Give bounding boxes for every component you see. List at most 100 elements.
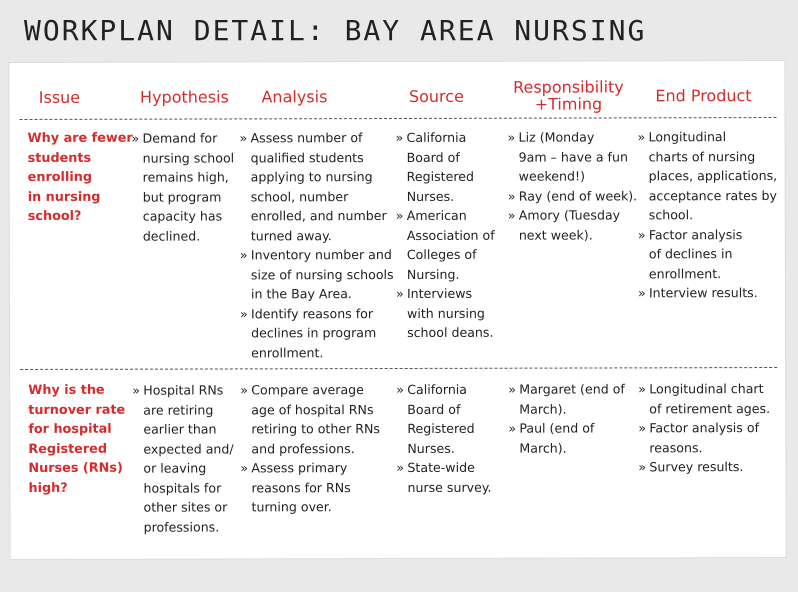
header-responsibility-line1: Responsibility (513, 77, 624, 97)
hypothesis-cell: Hospital RNs are retiring earlier than expe… (132, 380, 242, 536)
bullet-line: March). (519, 440, 567, 456)
bullet-line: Liz (Monday (518, 129, 595, 145)
header-analysis: Analysis (261, 86, 328, 106)
bullet-line: qualified students (250, 149, 364, 165)
bullet-item: Longitudinal chart of retirement ages. (638, 379, 784, 418)
bullet-item: Amory (Tuesday next week). (508, 205, 638, 244)
issue-line: Why is the (28, 382, 105, 398)
bullet-line: Registered (406, 168, 474, 184)
bullet-line: Assess number of (250, 130, 363, 146)
bullet-line: Assess primary (251, 460, 348, 476)
bullet-line: Amory (Tuesday (518, 207, 621, 223)
bullet-line: in the Bay Area. (250, 286, 352, 302)
bullet-line: Colleges of (406, 246, 477, 262)
bullet-line: declines in program (251, 325, 377, 341)
bullet-line: Board of (407, 401, 461, 417)
bullet-line: Margaret (end of (519, 381, 625, 397)
bullet-line: weekend!) (518, 168, 585, 184)
bullet-line: of declines in (648, 246, 733, 262)
bullet-item: Hospital RNs are retiring earlier than expe… (132, 380, 242, 536)
bullet-line: Factor analysis (648, 226, 743, 242)
bullet-line: retiring to other RNs (251, 421, 381, 437)
bullet-line: Ray (end of week). (518, 187, 638, 204)
bullet-item: Longitudinal charts of nursing places, app… (638, 127, 784, 225)
bullet-line: places, applications, (648, 168, 778, 184)
issue-line: turnover rate (28, 402, 126, 418)
bullet-line: with nursing (406, 305, 485, 321)
header-responsibility: Responsibility +Timing (503, 69, 633, 121)
bullet-line: professions. (143, 518, 220, 535)
bullet-line: but program (142, 188, 222, 205)
responsibility-cell: Margaret (end of March). Paul (end of March… (508, 379, 638, 457)
bullet-line: Nursing. (406, 266, 460, 282)
header-end-product: End Product (655, 85, 752, 105)
issue-line: high? (28, 480, 68, 496)
issue-line: Nurses (RNs) (28, 460, 123, 476)
hypothesis-cell: Demand for nursing school remains high, but… (132, 128, 242, 245)
bullet-item: State-wide nurse survey. (396, 458, 506, 497)
bullet-line: Interview results. (648, 285, 758, 301)
bullet-item: Interview results. (638, 283, 784, 303)
bullet-line: reasons for RNs (251, 479, 351, 495)
issue-line: Why are fewer (27, 130, 133, 146)
bullet-line: Nurses. (406, 188, 455, 204)
header-issue: Issue (38, 87, 81, 107)
bullet-item: California Board of Registered Nurses. (396, 380, 506, 458)
bullet-line: Longitudinal chart (649, 381, 764, 397)
issue-line: for hospital (28, 421, 112, 437)
bullet-item: Factor analysis of reasons. (638, 418, 784, 457)
bullet-line: Longitudinal (648, 129, 727, 145)
bullet-line: acceptance rates by (648, 187, 777, 203)
bullet-line: turned away. (250, 227, 332, 243)
bullet-item: Demand for nursing school remains high, but… (132, 128, 242, 245)
bullet-line: Registered (407, 420, 475, 436)
bullet-line: Demand for (142, 130, 218, 146)
source-cell: California Board of Registered Nurses. Ameri… (396, 128, 507, 343)
bullet-item: Assess number of qualified students applyi… (240, 128, 400, 245)
bullet-item: Compare average age of hospital RNs retiri… (240, 380, 400, 458)
bullet-line: reasons. (649, 439, 703, 455)
bullet-line: applying to nursing (250, 169, 373, 185)
bullet-line: Board of (406, 149, 460, 165)
issue-line: in nursing (27, 189, 101, 205)
bullet-line: turning over. (251, 499, 332, 515)
analysis-cell: Compare average age of hospital RNs retiri… (240, 380, 400, 517)
bullet-line: Identify reasons for (250, 305, 374, 321)
bullet-line: next week). (518, 226, 593, 243)
bullet-line: March). (519, 401, 567, 417)
bullet-line: Inventory number and (250, 247, 392, 263)
bullet-line: are retiring (143, 401, 214, 418)
bullet-line: Interviews (406, 285, 473, 301)
bullet-line: Factor analysis of (649, 420, 760, 436)
issue-line: Registered (28, 441, 108, 457)
issue-cell: Why is the turnover rate for hospital Regis… (28, 381, 138, 498)
bullet-line: Nurses. (407, 440, 455, 456)
bullet-line: or leaving (143, 460, 207, 476)
bullet-line: 9am – have a fun (518, 148, 628, 165)
header-source: Source (408, 86, 464, 106)
bullet-item: Assess primary reasons for RNs turning ove… (240, 458, 400, 517)
bullet-line: California (407, 381, 468, 397)
bullet-line: Association of (406, 227, 495, 243)
bullet-item: American Association of Colleges of Nursing… (396, 206, 506, 284)
bullet-line: of retirement ages. (649, 400, 771, 416)
header-responsibility-line2: +Timing (534, 94, 603, 114)
header-hypothesis: Hypothesis (139, 86, 229, 107)
bullet-item: Factor analysis of declines in enrollment. (638, 224, 784, 283)
bullet-line: enrollment. (251, 344, 324, 360)
bullet-line: and professions. (251, 440, 355, 456)
bullet-line: declined. (142, 228, 201, 244)
bullet-line: Survey results. (649, 459, 744, 475)
bullet-line: age of hospital RNs (251, 401, 374, 417)
bullet-line: charts of nursing (648, 148, 756, 164)
source-cell: California Board of Registered Nurses. State… (396, 380, 506, 497)
bullet-line: enrolled, and number (250, 208, 387, 224)
bullet-item: California Board of Registered Nurses. (396, 128, 506, 206)
bullet-line: other sites or (143, 499, 228, 515)
bullet-line: school, number (250, 188, 349, 204)
issue-line: school? (27, 208, 82, 224)
bullet-item: Margaret (end of March). (508, 379, 638, 418)
row-divider (20, 367, 778, 370)
bullet-line: nurse survey. (407, 479, 492, 495)
issue-line: enrolling (27, 169, 92, 185)
